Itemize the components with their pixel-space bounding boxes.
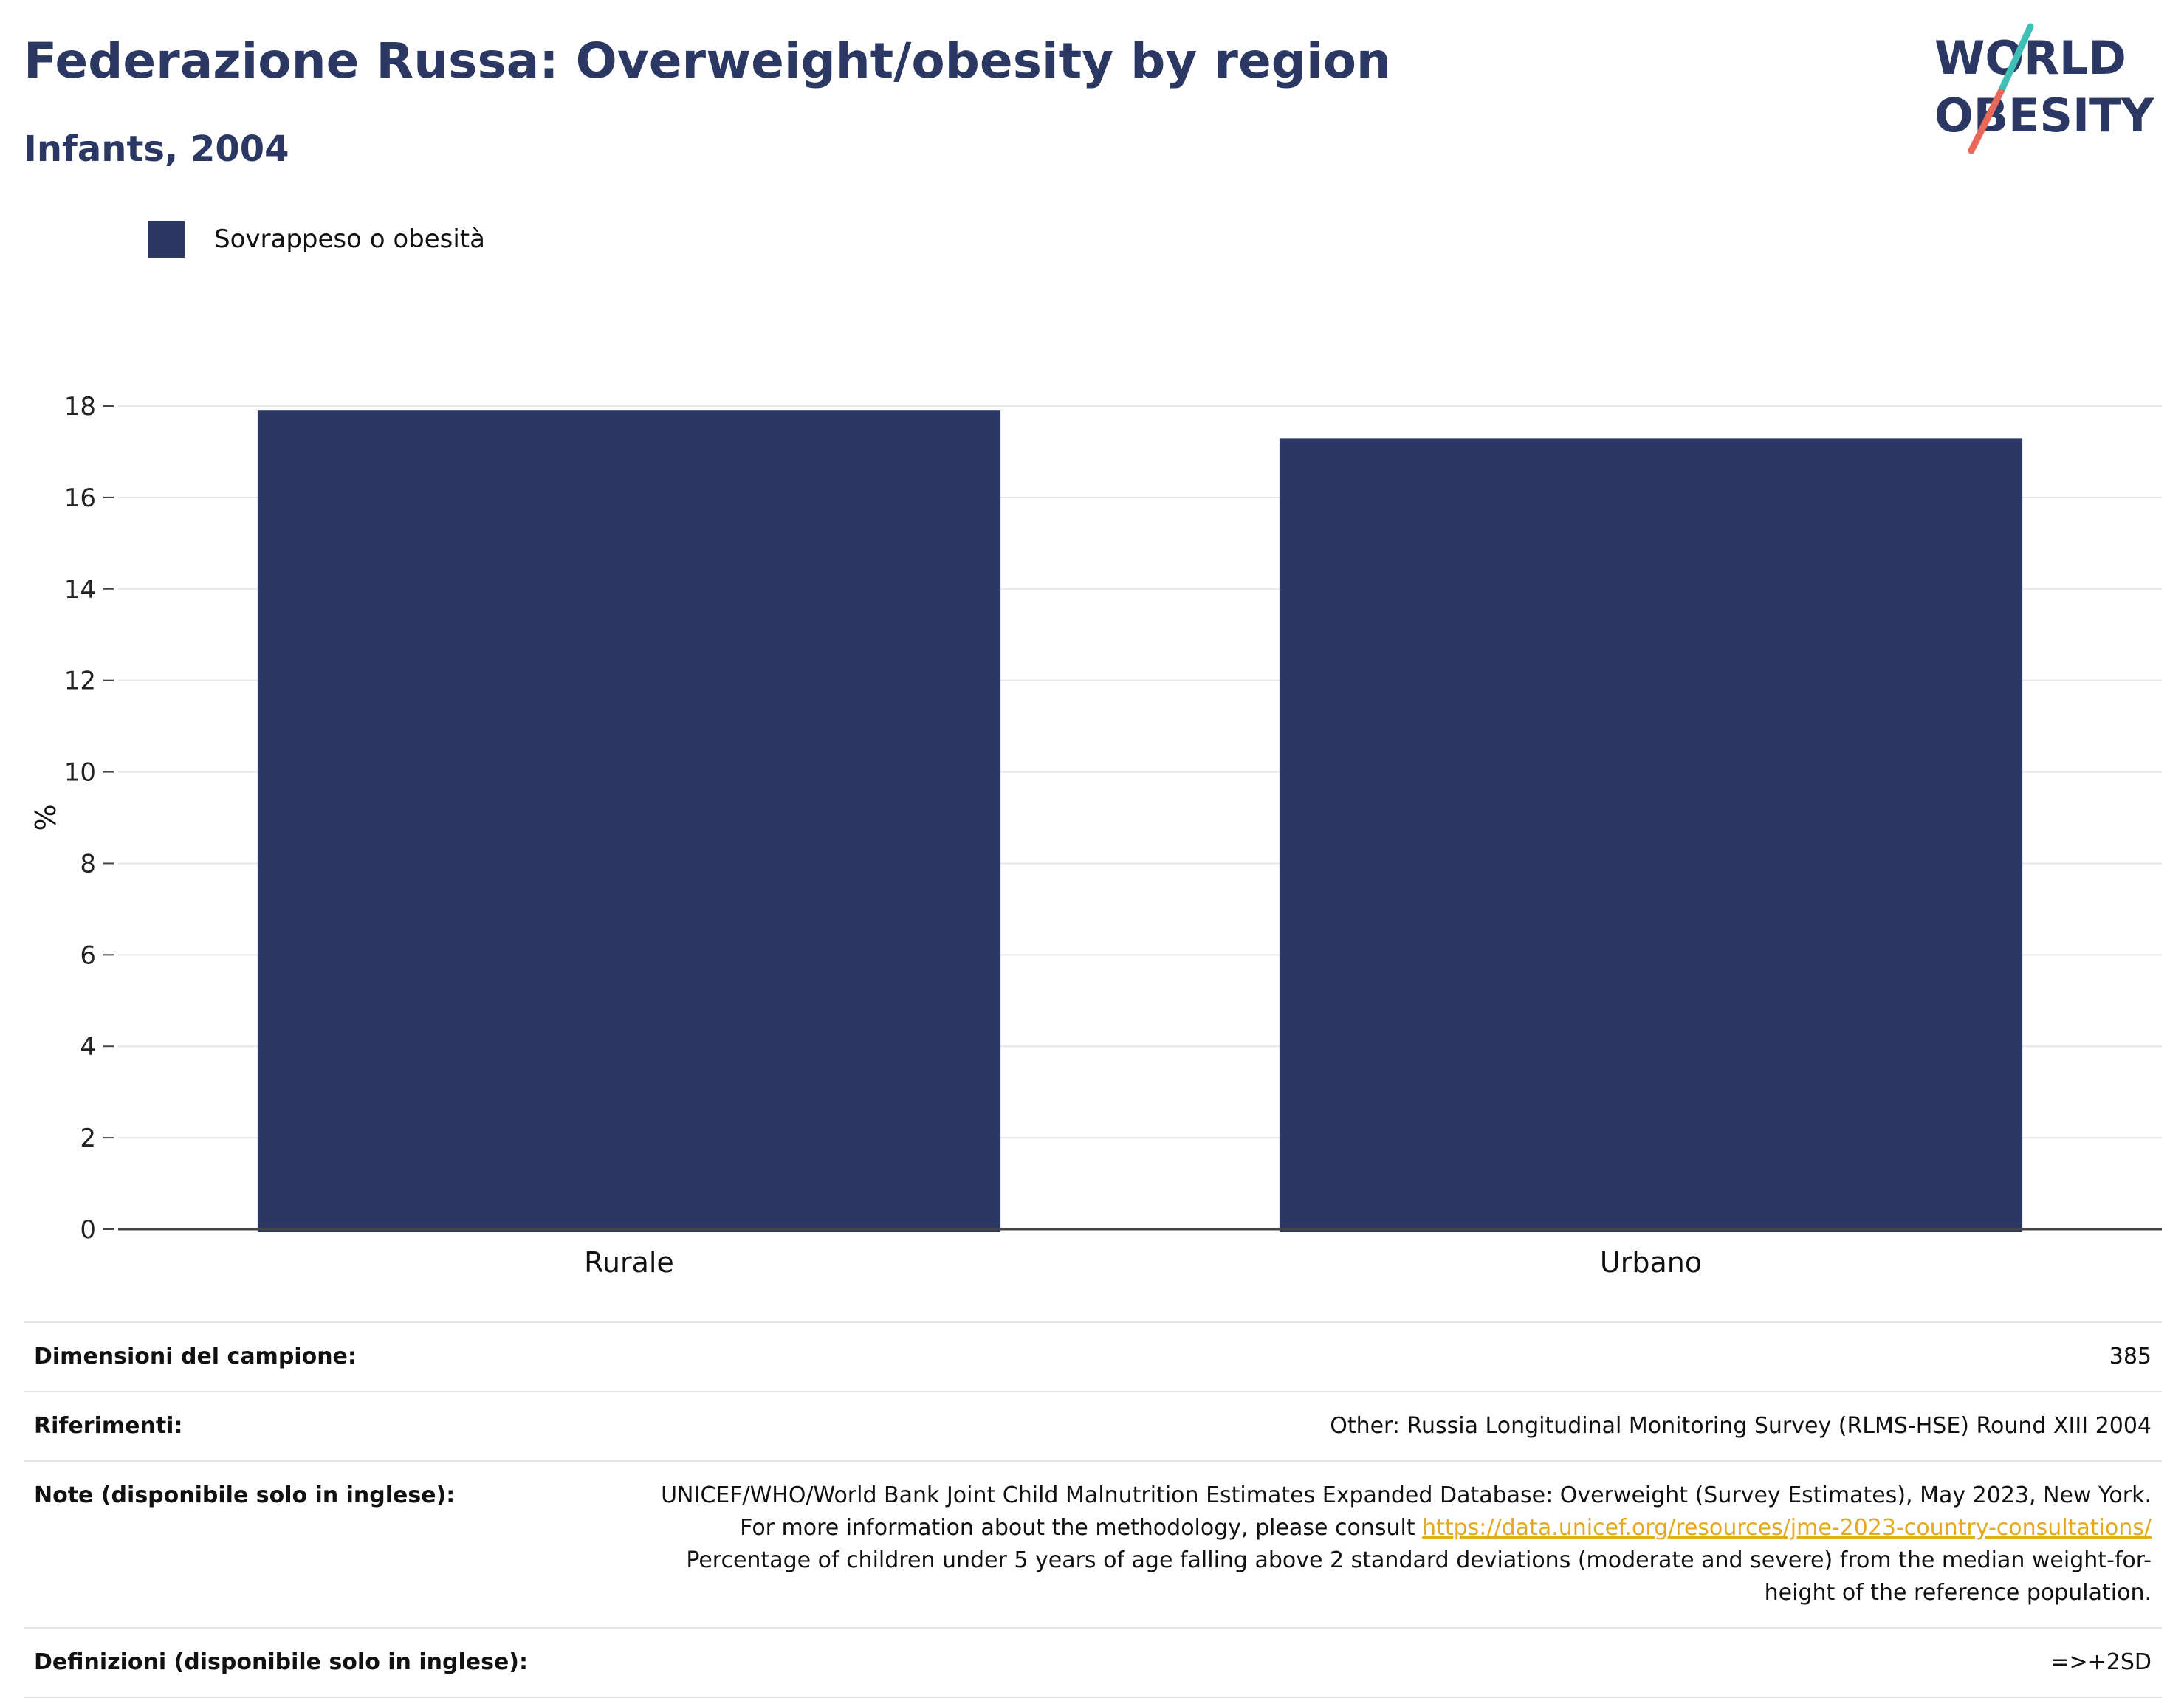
bar-chart: Rurale Urbano 0 2 4 6 8 10 12 14 16 18%: [30, 392, 2162, 1279]
info-key-definitions: Definizioni (disponibile solo in inglese…: [24, 1627, 628, 1698]
logo-line2: OBESITY: [1934, 89, 2154, 142]
info-row-notes: Note (disponibile solo in inglese): UNIC…: [24, 1460, 2162, 1629]
y-tick-label: 16: [64, 484, 96, 513]
info-row-sample: Dimensioni del campione: 385: [24, 1321, 2162, 1392]
info-value-definitions: =>+2SD: [628, 1627, 2162, 1698]
y-axis: 0 2 4 6 8 10 12 14 16 18%: [30, 392, 114, 1245]
info-row-references: Riferimenti: Other: Russia Longitudinal …: [24, 1391, 2162, 1462]
x-axis: Rurale Urbano: [118, 1228, 2162, 1279]
y-tick-label: 6: [80, 941, 96, 970]
y-tick-label: 0: [80, 1215, 96, 1245]
x-tick-label: Rurale: [584, 1246, 674, 1279]
info-key-sample: Dimensioni del campione:: [24, 1321, 628, 1392]
info-table: Dimensioni del campione: 385 Riferimenti…: [24, 1321, 2162, 1698]
info-key-references: Riferimenti:: [24, 1391, 628, 1462]
notes-text-before: UNICEF/WHO/World Bank Joint Child Malnut…: [661, 1482, 2152, 1541]
info-value-sample: 385: [628, 1321, 2162, 1392]
y-tick-label: 18: [64, 392, 96, 422]
info-key-notes: Note (disponibile solo in inglese):: [24, 1460, 628, 1629]
y-axis-title: %: [30, 804, 62, 831]
y-tick-label: 14: [64, 575, 96, 605]
logo-line1: WORLD: [1934, 31, 2126, 85]
y-tick-label: 10: [64, 758, 96, 788]
y-tick-label: 2: [80, 1124, 96, 1153]
logo-slash-bottom: [1968, 88, 2005, 154]
info-value-references: Other: Russia Longitudinal Monitoring Su…: [628, 1391, 2162, 1462]
chart-title: Federazione Russa: Overweight/obesity by…: [24, 32, 1391, 89]
logo-slash-top: [1997, 23, 2034, 95]
x-tick-label: Urbano: [1600, 1246, 1702, 1279]
bar-urbano: [1279, 438, 2023, 1232]
chart-subtitle: Infants, 2004: [24, 128, 289, 170]
legend-swatch: [148, 221, 185, 258]
world-obesity-logo: WORLD OBESITY: [1934, 23, 2154, 154]
info-value-notes: UNICEF/WHO/World Bank Joint Child Malnut…: [628, 1460, 2162, 1629]
info-row-definitions: Definizioni (disponibile solo in inglese…: [24, 1627, 2162, 1698]
chart-bars: [257, 410, 2023, 1232]
y-tick-label: 4: [80, 1032, 96, 1062]
notes-text-after: Percentage of children under 5 years of …: [686, 1547, 2152, 1606]
legend-label: Sovrappeso o obesità: [214, 224, 485, 254]
notes-link[interactable]: https://data.unicef.org/resources/jme-20…: [1422, 1515, 2152, 1541]
y-tick-label: 8: [80, 849, 96, 879]
y-tick-label: 12: [64, 667, 96, 696]
bar-rurale: [257, 410, 1001, 1232]
chart-legend: Sovrappeso o obesità: [148, 220, 485, 258]
